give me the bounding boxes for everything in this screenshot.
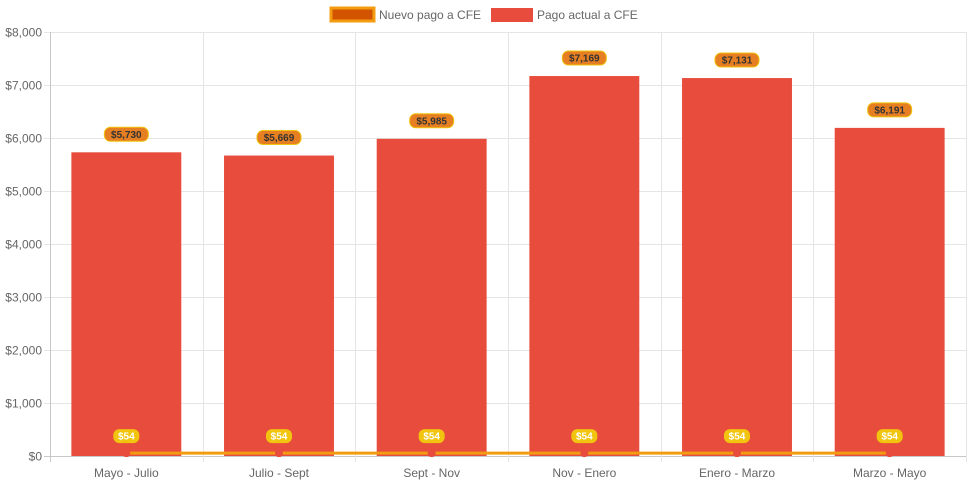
y-tick-label: $3,000	[5, 291, 42, 305]
y-tick-label: $6,000	[5, 132, 42, 146]
data-label-text: $5,669	[264, 133, 295, 144]
legend-label-line[interactable]: Nuevo pago a CFE	[379, 8, 481, 22]
line-data-label: $54	[724, 429, 750, 444]
x-tick-label: Marzo - Mayo	[853, 466, 927, 480]
legend-swatch-line[interactable]	[329, 6, 376, 23]
data-label-bg	[113, 429, 140, 444]
bar[interactable]	[682, 78, 792, 456]
bar[interactable]	[224, 155, 334, 456]
data-label-text: $54	[118, 432, 135, 443]
data-label-bg	[876, 429, 903, 444]
data-label-bg	[266, 429, 292, 444]
bars-layer	[71, 76, 945, 457]
line-layer	[122, 449, 894, 458]
data-label-text: $54	[729, 432, 746, 443]
line-point[interactable]	[580, 449, 589, 458]
y-tick-label: $8,000	[5, 26, 42, 40]
y-tick-label: $2,000	[5, 344, 42, 358]
y-tick-label: $7,000	[5, 79, 42, 93]
y-tick-label: $4,000	[5, 238, 42, 252]
data-label-bg	[571, 429, 598, 444]
data-label-bg	[561, 50, 607, 66]
data-label-text: $7,169	[569, 54, 600, 65]
x-tick-label: Mayo - Julio	[94, 466, 159, 480]
bar-data-label: $5,985	[409, 113, 455, 129]
data-label-text: $54	[576, 432, 593, 443]
data-label-text: $7,131	[722, 56, 753, 67]
bar-data-label: $7,169	[561, 50, 607, 66]
line-point[interactable]	[275, 449, 283, 458]
line-data-label: $54	[571, 429, 598, 444]
bar[interactable]	[71, 152, 182, 456]
data-labels-layer: $5,730 $5,669 $5,985 $7,169 $7,131 $6,191 $54 $…	[103, 50, 913, 444]
data-label-bg	[409, 113, 455, 129]
y-tick-label: $5,000	[5, 185, 42, 199]
x-tick-label: Julio - Sept	[249, 466, 310, 480]
line-point[interactable]	[427, 449, 436, 458]
x-axis: Mayo - Julio Julio - Sept Sept - Nov Nov - …	[94, 466, 927, 480]
bar-data-label: $5,669	[256, 130, 302, 146]
y-tick-label: $1,000	[5, 397, 42, 411]
bar[interactable]	[529, 76, 640, 456]
chart-legend[interactable]: Nuevo pago a CFE Pago actual a CFE	[329, 6, 638, 23]
bar[interactable]	[834, 127, 945, 456]
y-axis: $0 $1,000 $2,000 $3,000 $4,000 $5,000 $6,000 $7…	[5, 26, 42, 464]
data-label-bg	[867, 102, 913, 118]
line-data-label: $54	[266, 429, 292, 444]
data-label-bg	[724, 429, 750, 444]
bar[interactable]	[376, 138, 487, 457]
data-label-bg	[256, 130, 302, 146]
line-data-label: $54	[876, 429, 903, 444]
bar-data-label: $7,131	[714, 52, 760, 68]
data-label-text: $5,985	[416, 116, 447, 127]
data-label-text: $6,191	[874, 105, 905, 116]
line-data-label: $54	[113, 429, 140, 444]
data-label-text: $54	[423, 432, 440, 443]
line-data-label: $54	[418, 429, 445, 444]
legend-label-bar[interactable]: Pago actual a CFE	[537, 8, 638, 22]
line-point[interactable]	[733, 449, 741, 458]
bar-data-label: $5,730	[103, 126, 149, 142]
x-tick-label: Sept - Nov	[403, 466, 460, 480]
line-point[interactable]	[122, 449, 131, 458]
data-label-bg	[418, 429, 445, 444]
line-point[interactable]	[885, 449, 894, 458]
legend-swatch-bar[interactable]	[491, 8, 533, 22]
data-label-bg	[103, 126, 149, 142]
y-tick-label: $0	[29, 450, 43, 464]
data-label-bg	[714, 52, 760, 68]
data-label-text: $54	[881, 432, 898, 443]
data-label-text: $5,730	[111, 130, 142, 141]
data-label-text: $54	[271, 432, 288, 443]
bar-data-label: $6,191	[867, 102, 913, 118]
grid-layer	[44, 32, 967, 462]
x-tick-label: Nov - Enero	[552, 466, 616, 480]
x-tick-label: Enero - Marzo	[699, 466, 775, 480]
